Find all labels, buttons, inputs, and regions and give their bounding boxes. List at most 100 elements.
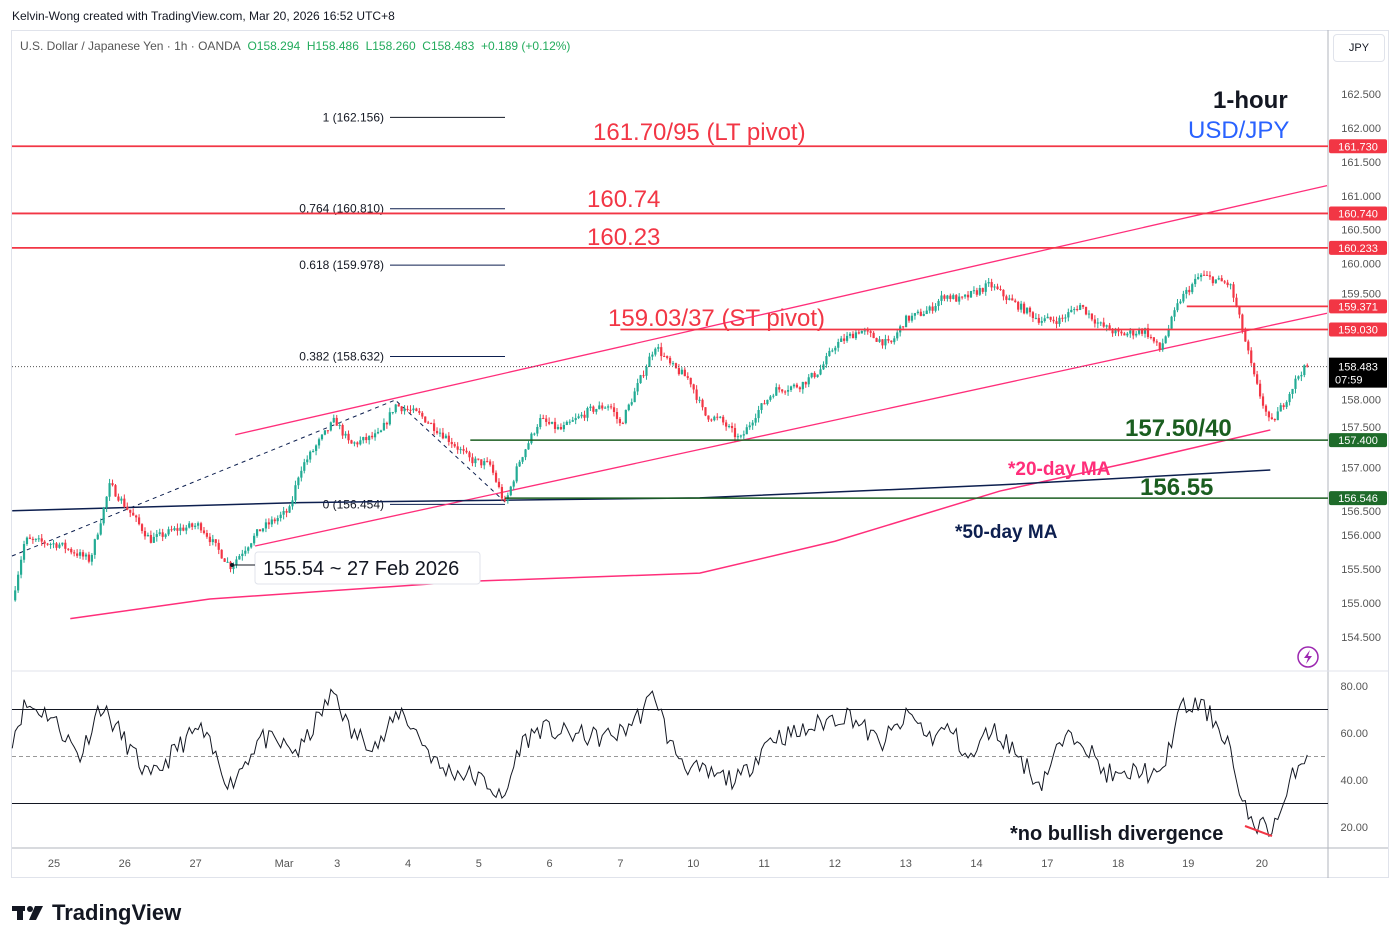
candle-body <box>397 404 400 407</box>
candle-body <box>320 434 324 440</box>
candle-body <box>232 564 235 570</box>
rsi-line <box>11 688 1308 838</box>
candle-body <box>123 498 126 507</box>
candle-body <box>577 416 580 419</box>
fib-level-label: 0 (156.454) <box>323 497 384 511</box>
candle-body <box>893 338 896 343</box>
annotation-title: 1-hour <box>1213 87 1288 114</box>
currency-button[interactable]: JPY <box>1333 34 1385 62</box>
candle-body <box>848 333 852 336</box>
time-tick: 13 <box>900 858 912 870</box>
price-tick: 157.500 <box>1341 422 1381 434</box>
candle-body <box>624 409 627 424</box>
candle-body <box>1282 405 1285 408</box>
tradingview-logo[interactable]: TradingView <box>12 900 181 926</box>
candle-body <box>465 450 468 453</box>
candle-body <box>58 544 61 548</box>
fib-level-label: 0.764 (160.810) <box>299 202 384 216</box>
candle-body <box>940 295 943 301</box>
candle-body <box>739 435 742 437</box>
time-tick: 11 <box>758 858 769 870</box>
candle-body <box>468 452 471 458</box>
candle-body <box>509 486 512 496</box>
candle-body <box>633 391 636 403</box>
rsi-tick: 80.00 <box>1340 681 1368 693</box>
candle-body <box>356 442 359 445</box>
candle-body <box>335 417 338 426</box>
candle-body <box>987 282 990 284</box>
candle-body <box>518 461 521 467</box>
candle-body <box>615 411 619 419</box>
candle-body <box>598 405 601 410</box>
candle-body <box>589 406 592 409</box>
candle-body <box>887 338 890 341</box>
candle-body <box>748 425 751 428</box>
price-tick: 155.000 <box>1341 598 1381 610</box>
candle-body <box>1264 405 1268 412</box>
annotation-resistance: 160.74 <box>587 186 660 213</box>
candle-body <box>350 440 353 444</box>
candle-body <box>922 314 925 316</box>
candle-body <box>1226 282 1229 286</box>
price-tag-161.730 <box>1329 139 1387 154</box>
candle-body <box>338 425 341 427</box>
candle-body <box>636 383 639 392</box>
candle-body <box>1061 317 1064 319</box>
candle-body <box>117 496 120 501</box>
candle-body <box>860 330 863 334</box>
candle-body <box>751 422 754 426</box>
candle-body <box>698 399 701 401</box>
candle-body <box>710 419 713 421</box>
candle-body <box>497 481 501 488</box>
candle-body <box>630 402 633 405</box>
price-tag-text: 160.233 <box>1338 243 1378 255</box>
candle-body <box>1217 278 1220 280</box>
candle-body <box>825 356 828 365</box>
candle-body <box>453 444 456 447</box>
candle-body <box>294 485 297 501</box>
candle-body <box>241 553 244 557</box>
candle-body <box>1143 328 1147 334</box>
candle-body <box>382 422 386 431</box>
candle-body <box>574 418 577 421</box>
candle-body <box>984 283 987 292</box>
candle-body <box>270 519 273 525</box>
candle-body <box>601 405 604 409</box>
candle-body <box>46 543 49 545</box>
annotation-resistance: 159.03/37 (ST pivot) <box>608 305 825 332</box>
candle-body <box>353 442 356 444</box>
candle-body <box>394 404 397 413</box>
candle-body <box>990 282 993 288</box>
candle-body <box>93 539 96 555</box>
candle-body <box>663 356 666 358</box>
candle-body <box>126 506 129 510</box>
price-tick: 161.500 <box>1341 157 1381 169</box>
candle-body <box>677 368 681 375</box>
candle-body <box>913 313 917 316</box>
candle-body <box>43 541 46 544</box>
candle-body <box>1105 325 1108 327</box>
candle-body <box>890 340 893 343</box>
candle-body <box>303 462 306 471</box>
candle-body <box>798 387 801 390</box>
candle-body <box>1146 328 1150 337</box>
candle-body <box>441 432 445 439</box>
candle-body <box>49 543 52 545</box>
candle-body <box>1049 316 1052 320</box>
candle-body <box>312 450 315 452</box>
candle-body <box>1117 329 1120 332</box>
candle-body <box>347 433 350 441</box>
candle-body <box>1256 374 1259 384</box>
candle-body <box>781 389 784 392</box>
candle-body <box>786 389 790 392</box>
candle-body <box>1194 278 1197 285</box>
symbol-name[interactable]: U.S. Dollar / Japanese Yen · 1h · OANDA <box>20 39 241 53</box>
candle-body <box>854 332 858 339</box>
candle-body <box>1079 305 1082 310</box>
annotation-ma20: *20-day MA <box>1008 459 1111 480</box>
candle-body <box>742 434 745 436</box>
candle-body <box>317 439 321 446</box>
candle-body <box>757 410 760 419</box>
candle-body <box>1294 378 1297 389</box>
